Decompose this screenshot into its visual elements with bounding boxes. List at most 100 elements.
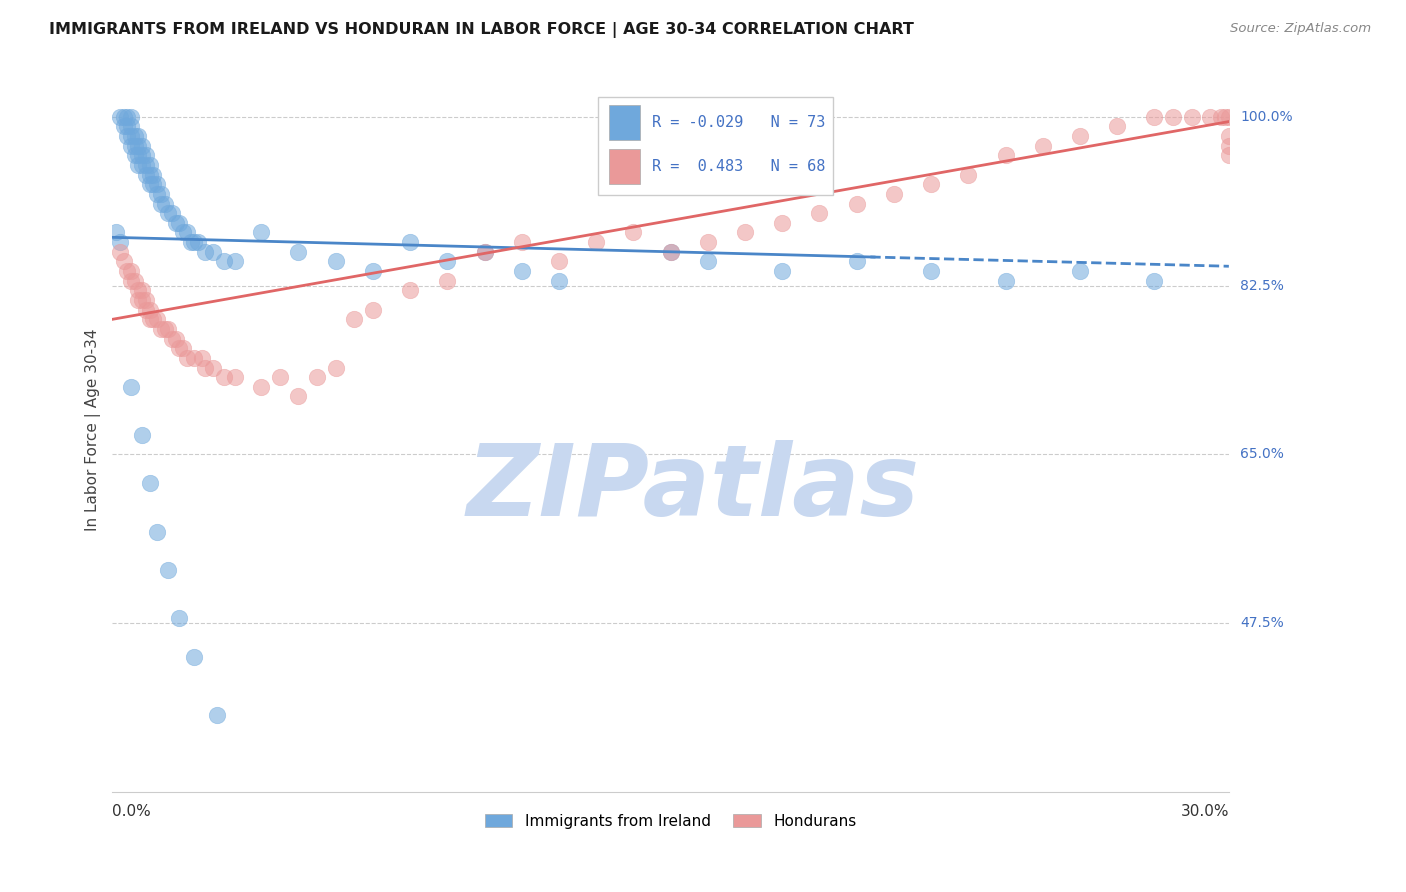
Text: 65.0%: 65.0% [1240, 448, 1284, 461]
Point [585, 235, 607, 249]
Point [205, 707, 228, 722]
Point [117, 264, 139, 278]
Point [994, 274, 1017, 288]
Point [112, 254, 135, 268]
Point [142, 178, 165, 192]
Point [124, 274, 146, 288]
Text: 47.5%: 47.5% [1240, 616, 1284, 630]
Point [138, 168, 160, 182]
Point [224, 254, 246, 268]
Text: 30.0%: 30.0% [1181, 804, 1229, 819]
Text: 0.0%: 0.0% [112, 804, 152, 819]
Point [131, 293, 153, 307]
Point [157, 563, 180, 577]
Point [120, 380, 142, 394]
Point [160, 332, 183, 346]
Point [157, 322, 180, 336]
Point [325, 360, 347, 375]
Point [250, 226, 273, 240]
Point [165, 332, 187, 346]
Point [149, 322, 172, 336]
Point [142, 312, 165, 326]
Point [212, 370, 235, 384]
Text: 82.5%: 82.5% [1240, 278, 1284, 293]
Point [120, 129, 142, 144]
Point [180, 235, 202, 249]
Point [127, 138, 149, 153]
Point [201, 244, 224, 259]
Point [172, 341, 194, 355]
Point [1032, 138, 1054, 153]
Point [307, 370, 329, 384]
Point [124, 138, 146, 153]
Point [1218, 148, 1240, 162]
Point [146, 178, 169, 192]
Point [1069, 264, 1091, 278]
Point [131, 138, 153, 153]
Point [124, 148, 146, 162]
Point [994, 148, 1017, 162]
Point [190, 351, 212, 365]
Legend: Immigrants from Ireland, Hondurans: Immigrants from Ireland, Hondurans [478, 807, 862, 835]
Point [269, 370, 291, 384]
Point [131, 158, 153, 172]
Point [957, 168, 980, 182]
Point [169, 216, 191, 230]
Point [845, 196, 868, 211]
Text: ZIPatlas: ZIPatlas [467, 440, 920, 537]
Point [169, 611, 191, 625]
Point [920, 264, 942, 278]
Point [510, 264, 533, 278]
Point [153, 322, 176, 336]
Point [135, 148, 157, 162]
Point [361, 302, 384, 317]
Point [212, 254, 235, 268]
Point [436, 274, 458, 288]
Point [135, 293, 157, 307]
Point [127, 158, 149, 172]
Point [696, 254, 718, 268]
Point [157, 206, 180, 220]
Point [361, 264, 384, 278]
Point [201, 360, 224, 375]
Point [120, 274, 142, 288]
Bar [609, 105, 641, 140]
Point [696, 235, 718, 249]
Point [1143, 110, 1166, 124]
Point [160, 206, 183, 220]
Point [108, 244, 131, 259]
Point [659, 244, 682, 259]
Point [117, 110, 139, 124]
Point [138, 178, 160, 192]
Point [287, 389, 309, 403]
Point [169, 341, 191, 355]
Point [138, 312, 160, 326]
Point [127, 148, 149, 162]
Point [1181, 110, 1204, 124]
Point [131, 428, 153, 442]
Point [142, 168, 165, 182]
Point [436, 254, 458, 268]
Point [138, 302, 160, 317]
Point [287, 244, 309, 259]
Point [135, 302, 157, 317]
Point [1199, 110, 1222, 124]
Point [149, 196, 172, 211]
Point [124, 129, 146, 144]
Bar [609, 149, 641, 184]
Point [112, 110, 135, 124]
Point [112, 120, 135, 134]
Point [108, 110, 131, 124]
Point [120, 110, 142, 124]
Text: Source: ZipAtlas.com: Source: ZipAtlas.com [1230, 22, 1371, 36]
Point [146, 524, 169, 539]
Point [146, 186, 169, 201]
Point [176, 226, 198, 240]
Point [117, 129, 139, 144]
Point [770, 216, 793, 230]
Point [1107, 120, 1129, 134]
Point [920, 178, 942, 192]
Point [187, 235, 209, 249]
Point [808, 206, 831, 220]
Point [659, 244, 682, 259]
